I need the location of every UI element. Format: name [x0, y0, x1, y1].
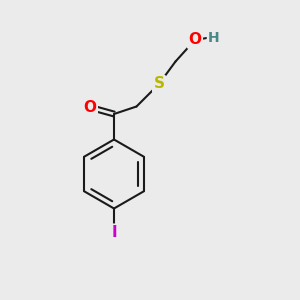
Text: I: I: [111, 225, 117, 240]
Text: O: O: [83, 100, 97, 115]
Text: O: O: [188, 32, 202, 47]
Text: H: H: [208, 31, 220, 44]
Text: S: S: [154, 76, 164, 92]
